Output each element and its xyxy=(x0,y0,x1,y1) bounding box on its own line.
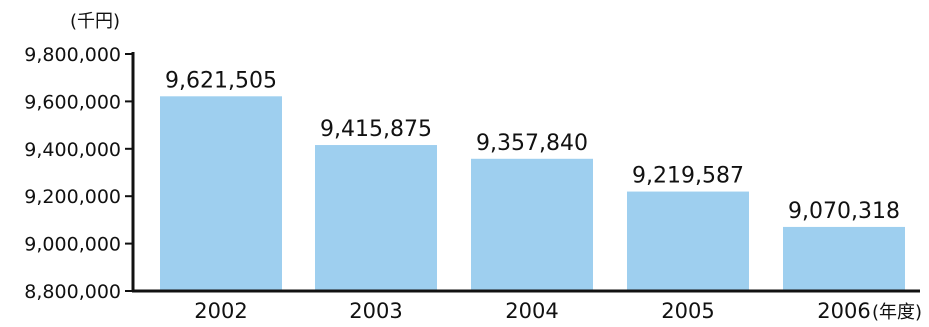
bar-value-label: 9,219,587 xyxy=(632,164,744,189)
bar xyxy=(783,226,905,291)
bar xyxy=(471,158,593,291)
axis-layer xyxy=(131,52,920,293)
bar xyxy=(160,96,282,291)
bar xyxy=(315,145,437,291)
bar-value-label: 9,357,840 xyxy=(476,131,588,156)
y-tick-label: 9,000,000 xyxy=(24,234,121,256)
x-tick-label: 2006 xyxy=(817,299,870,323)
bar-value-label: 9,621,505 xyxy=(165,68,277,93)
x-ticks: 2002 2003 2004 2005 2006 xyxy=(194,299,870,323)
x-axis-unit-label: (年度) xyxy=(872,302,922,323)
bars-layer xyxy=(160,96,905,291)
x-tick-label: 2003 xyxy=(349,299,402,323)
y-tick-label: 9,800,000 xyxy=(24,44,121,66)
x-tick-label: 2004 xyxy=(505,299,558,323)
x-tick-label: 2002 xyxy=(194,299,247,323)
x-tick-label: 2005 xyxy=(661,299,714,323)
y-tick-label: 8,800,000 xyxy=(24,281,121,303)
y-tick-label: 9,200,000 xyxy=(24,186,121,208)
data-labels: 9,621,505 9,415,875 9,357,840 9,219,587 9,07… xyxy=(165,68,900,224)
bar-value-label: 9,415,875 xyxy=(320,117,432,142)
y-tick-label: 9,400,000 xyxy=(24,139,121,161)
y-ticks: 8,800,000 9,000,000 9,200,000 9,400,000 9,60… xyxy=(24,44,133,303)
bar-value-label: 9,070,318 xyxy=(788,199,900,224)
y-tick-label: 9,600,000 xyxy=(24,91,121,113)
bar xyxy=(627,191,749,291)
y-axis-unit-label: (千円) xyxy=(70,11,120,32)
